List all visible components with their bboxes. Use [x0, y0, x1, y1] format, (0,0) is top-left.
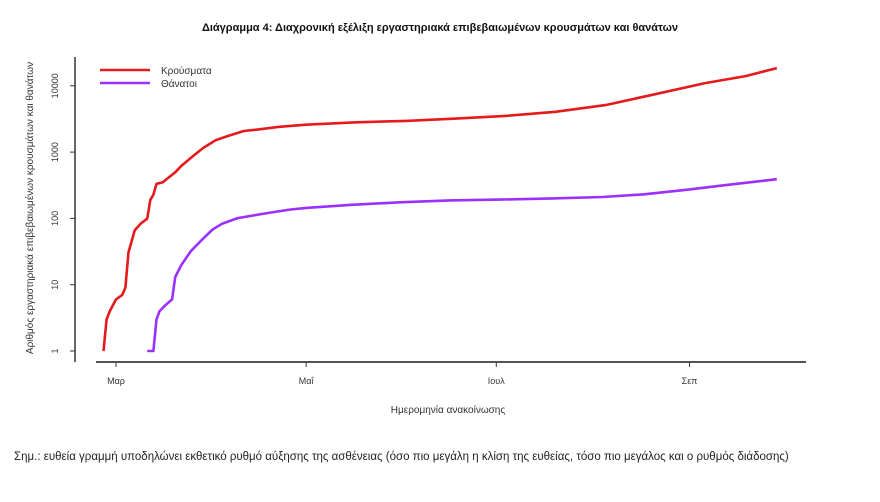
legend-label: Θάνατοι [161, 78, 197, 90]
x-tick-label: Μαρ [107, 376, 125, 386]
y-tick-label: 10000 [50, 73, 60, 98]
x-tick-label: Ιουλ [488, 376, 505, 386]
y-tick-label: 10 [50, 280, 60, 290]
x-axis-label: Ημερομηνία ανακοίνωσης [391, 404, 506, 416]
y-axis-label: Αριθμός εργαστηριακά επιβεβαιωμένων κρου… [24, 62, 36, 354]
chart-note: Σημ.: ευθεία γραμμή υποδηλώνει εκθετικό … [14, 451, 789, 463]
chart: Διάγραμμα 4: Διαχρονική εξέλιξη εργαστηρ… [24, 22, 806, 416]
legend-label: Κρούσματα [161, 65, 212, 77]
series-line-1 [102, 66, 778, 352]
x-tick-label: Σεπ [682, 376, 698, 386]
chart-title: Διάγραμμα 4: Διαχρονική εξέλιξη εργαστηρ… [202, 22, 678, 34]
series-line-2 [147, 177, 777, 353]
x-tick-label: Μαΐ [299, 376, 315, 386]
y-tick-label: 100 [50, 211, 60, 226]
y-tick-label: 1 [50, 348, 60, 353]
y-tick-label: 1000 [50, 142, 60, 162]
